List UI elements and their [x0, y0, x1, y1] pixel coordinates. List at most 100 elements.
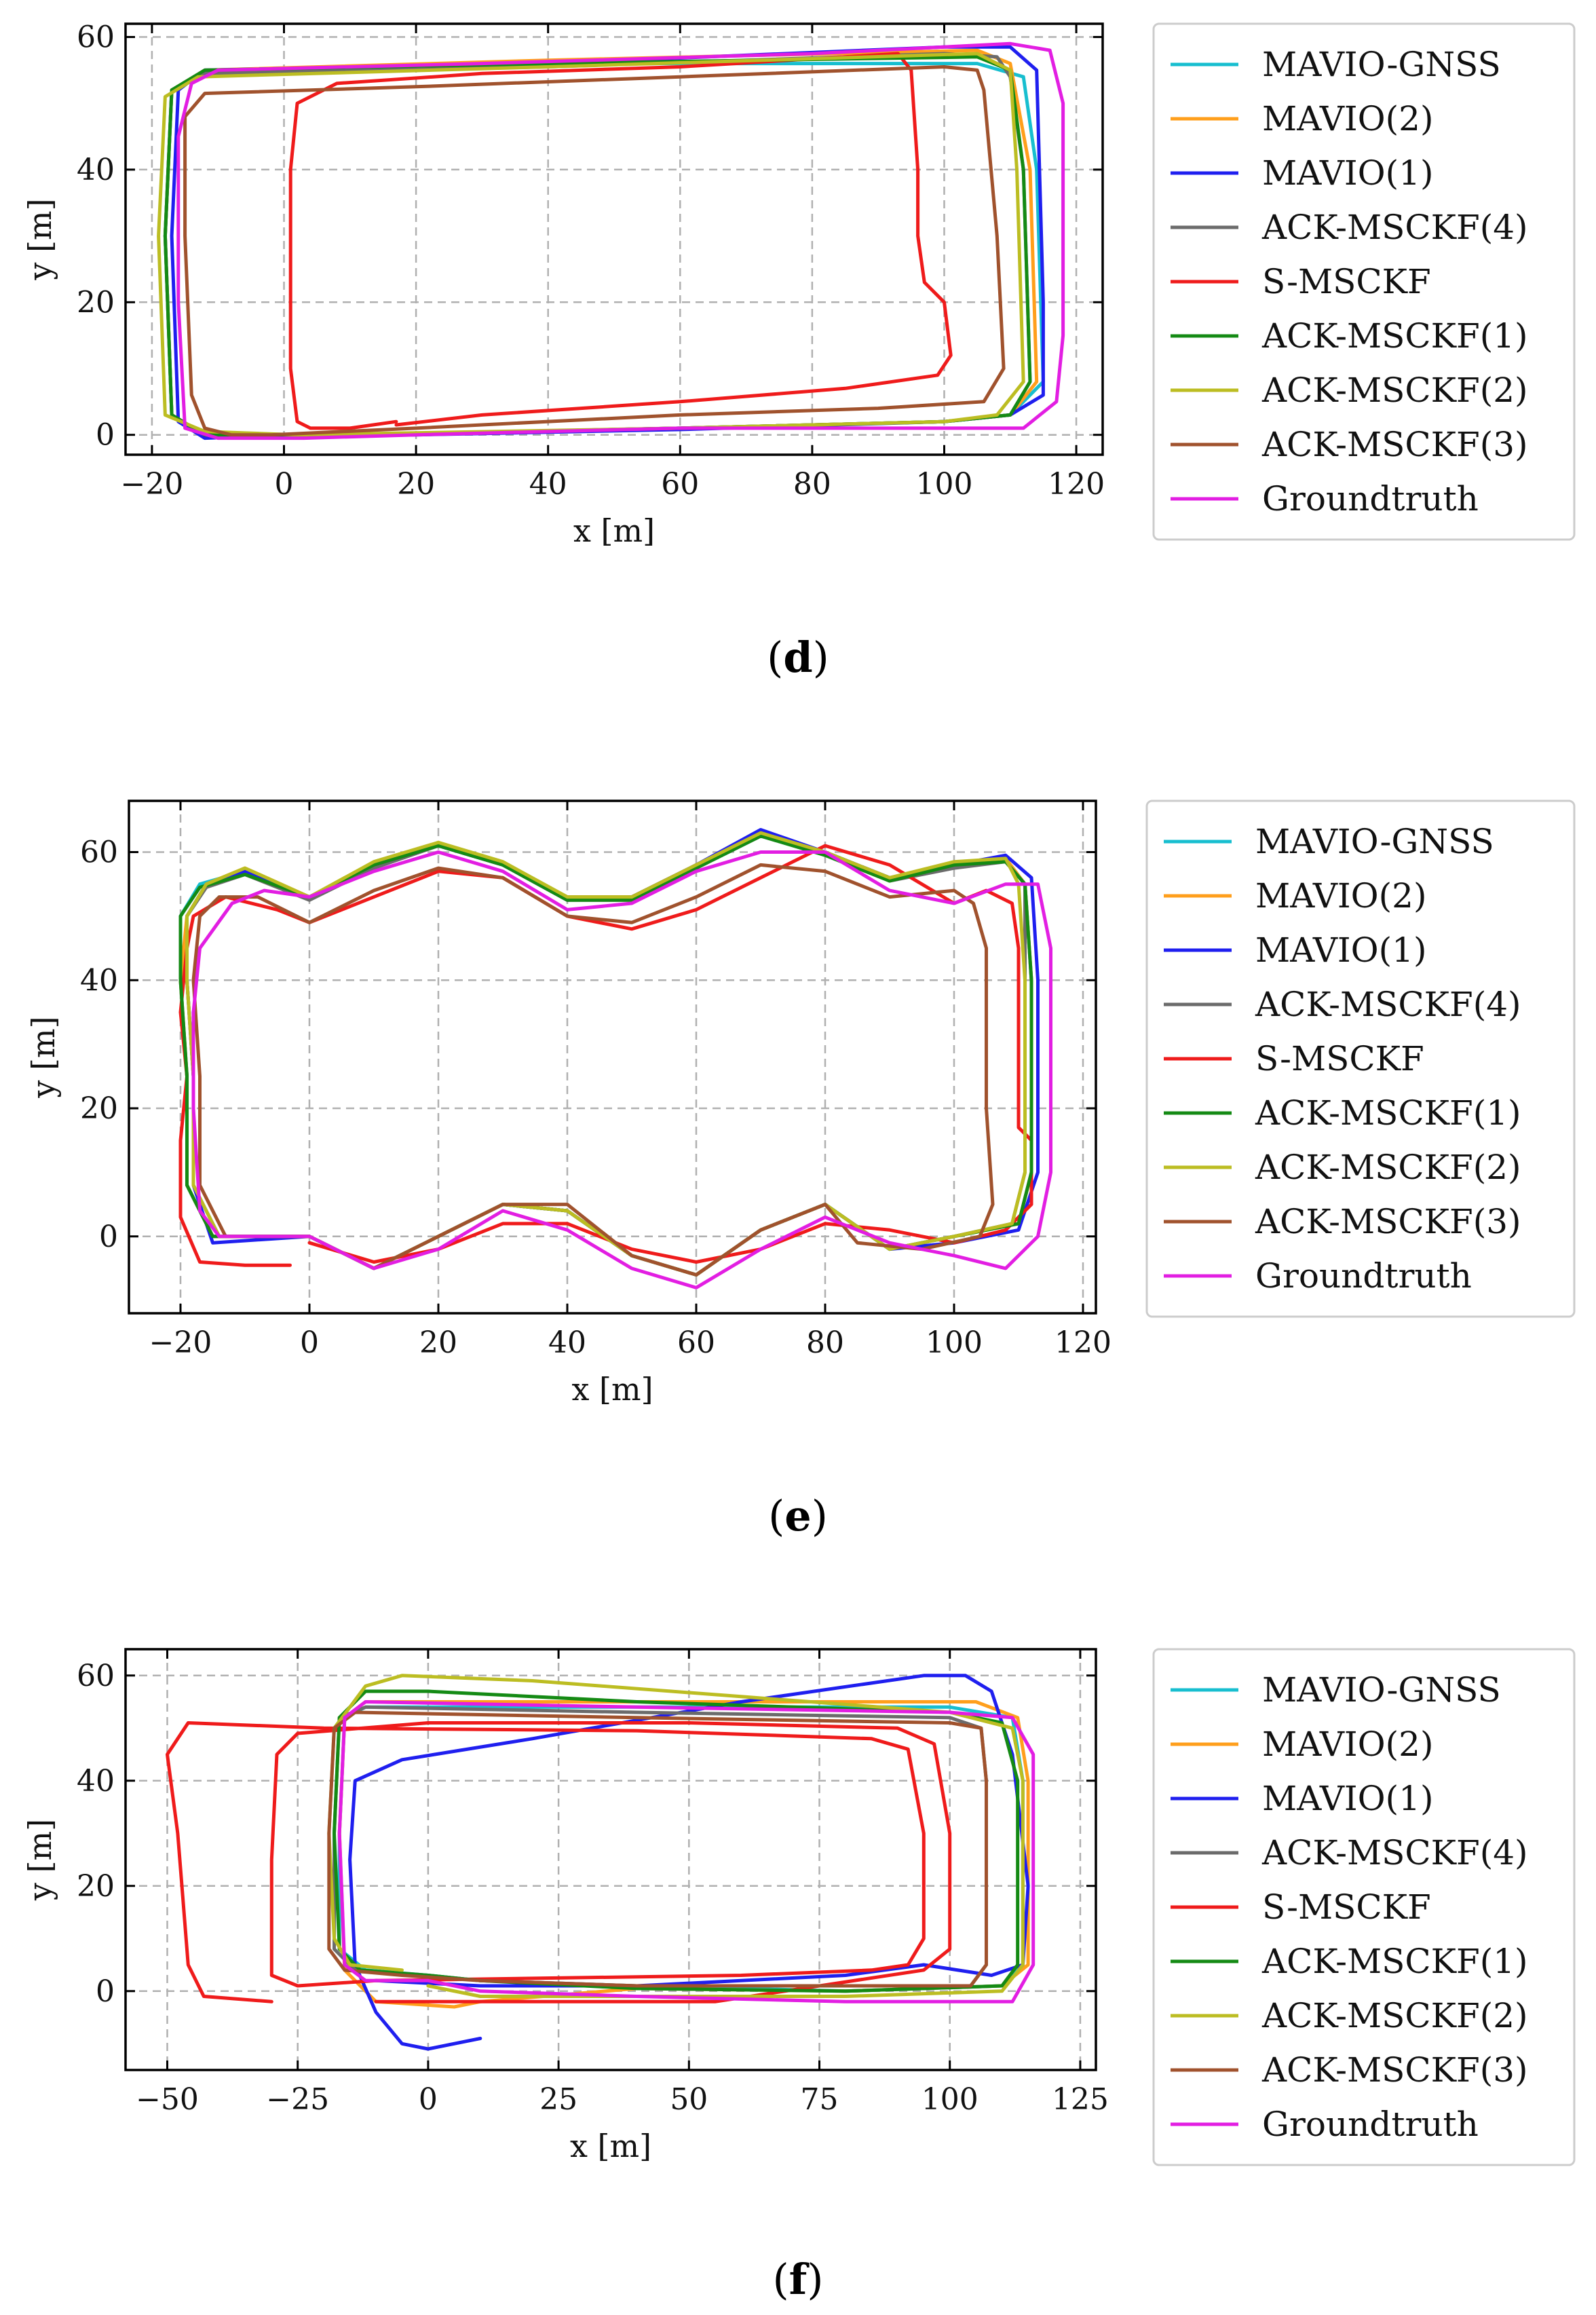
panel-f: −50 −25 0 25 50 75 100 125 0 20 40 60 x [m] y [m] MAVI… [0, 1622, 1596, 2314]
y-axis-label: y [m] [22, 1819, 58, 1901]
y-axis-label: y [m] [25, 1016, 62, 1098]
legend-label: ACK-MSCKF(1) [1255, 1093, 1521, 1133]
plot-frame-e [128, 799, 1097, 1315]
legend-item: ACK-MSCKF(2) [1171, 1996, 1528, 2035]
x-tick-label: 100 [915, 467, 972, 502]
ticks-f: −50 −25 0 25 50 75 100 125 0 20 40 60 [77, 1649, 1109, 2117]
legend-label: S-MSCKF [1262, 1887, 1431, 1927]
legend-item: MAVIO(2) [1171, 99, 1434, 138]
panel-e: −20 0 20 40 60 80 100 120 0 20 40 60 x [m] y [m] MAVIO… [0, 774, 1596, 1561]
legend-d: MAVIO-GNSS MAVIO(2) MAVIO(1) ACK-MSCKF(4) S-… [1152, 22, 1576, 541]
y-tick-label: 60 [77, 1659, 115, 1693]
legend-label: MAVIO(2) [1255, 876, 1427, 916]
x-tick-label: 120 [1048, 467, 1105, 502]
legend-item: ACK-MSCKF(3) [1171, 2050, 1528, 2090]
series-line-mavio-gnss [337, 1705, 1025, 1993]
grid-d [126, 24, 1103, 455]
series-line-ack-msckf-2 [157, 52, 1025, 437]
series-line-s-msckf [288, 52, 953, 430]
y-axis-label: y [m] [22, 198, 58, 280]
legend-item: ACK-MSCKF(3) [1164, 1202, 1521, 1241]
legend-label: MAVIO-GNSS [1262, 45, 1501, 84]
legend-e: MAVIO-GNSS MAVIO(2) MAVIO(1) ACK-MSCKF(4) S-… [1145, 799, 1576, 1318]
legend-label: MAVIO(2) [1262, 1725, 1434, 1764]
legend-box [1152, 22, 1576, 541]
series-line-ack-msckf-3 [191, 863, 995, 1277]
grid-e [129, 801, 1096, 1313]
legend-item: MAVIO(2) [1171, 1725, 1434, 1764]
legend-item: Groundtruth [1171, 479, 1479, 519]
plot-frame-d [124, 22, 1104, 456]
series-line-ack-msckf-3 [327, 1710, 988, 1988]
legend-label: MAVIO(1) [1262, 1779, 1434, 1818]
x-tick-label: 20 [419, 1325, 457, 1360]
y-tick-label: 60 [80, 835, 118, 870]
legend-item: Groundtruth [1171, 2105, 1479, 2144]
legend-item: S-MSCKF [1171, 262, 1431, 301]
series-line-s-msckf [178, 844, 1033, 1267]
x-tick-label: 80 [806, 1325, 844, 1360]
legend-label: ACK-MSCKF(1) [1261, 316, 1528, 356]
y-tick-label: 40 [77, 153, 115, 187]
x-tick-label: 100 [926, 1325, 983, 1360]
legend-label: ACK-MSCKF(4) [1261, 208, 1528, 247]
x-tick-label: −50 [136, 2082, 199, 2117]
panel-d: −20 0 20 40 60 80 100 120 0 20 40 60 x [m] y [m] MAVIO… [0, 0, 1596, 719]
legend-item: S-MSCKF [1171, 1887, 1431, 1927]
y-tick-label: 20 [77, 1869, 115, 1904]
series-line-ack-msckf-1 [178, 834, 1033, 1277]
panel-caption: (d) [767, 633, 829, 682]
series-line-groundtruth [337, 1700, 1036, 2003]
series-line-ack-msckf-4 [185, 834, 1027, 1277]
legend-label: ACK-MSCKF(1) [1261, 1942, 1528, 1981]
series-group-d [157, 41, 1065, 440]
legend-label: Groundtruth [1262, 479, 1479, 519]
y-tick-label: 20 [80, 1091, 118, 1126]
x-tick-label: 0 [300, 1325, 319, 1360]
legend-item: MAVIO-GNSS [1164, 822, 1494, 861]
series-line-ack-msckf-4 [332, 1705, 988, 1988]
x-tick-label: 40 [548, 1325, 586, 1360]
y-tick-label: 0 [96, 1974, 115, 2009]
x-tick-label: 50 [670, 2082, 708, 2117]
x-tick-label: 0 [419, 2082, 438, 2117]
legend-item: MAVIO(1) [1171, 153, 1434, 193]
series-group-e [178, 828, 1052, 1290]
legend-label: Groundtruth [1262, 2105, 1479, 2144]
legend-label: ACK-MSCKF(4) [1255, 985, 1521, 1024]
x-tick-label: 120 [1054, 1325, 1112, 1360]
legend-label: MAVIO(1) [1262, 153, 1434, 193]
legend-label: ACK-MSCKF(3) [1261, 2050, 1528, 2090]
x-tick-label: −20 [149, 1325, 212, 1360]
x-tick-label: −25 [266, 2082, 329, 2117]
legend-label: MAVIO(1) [1255, 930, 1427, 970]
x-tick-label: −20 [120, 467, 183, 502]
x-tick-label: 25 [539, 2082, 577, 2117]
trajectory-chart-f: −50 −25 0 25 50 75 100 125 0 20 40 60 x [m] y [m] MAVI… [22, 1648, 1576, 2304]
series-line-s-msckf [166, 1721, 952, 2003]
y-tick-label: 20 [77, 285, 115, 320]
series-group-f [166, 1674, 1036, 2051]
x-tick-label: 20 [397, 467, 435, 502]
x-tick-label: 0 [275, 467, 294, 502]
x-tick-label: 100 [922, 2082, 978, 2117]
panel-caption: (f) [772, 2255, 823, 2304]
legend-item: ACK-MSCKF(1) [1171, 316, 1528, 356]
legend-item: MAVIO(1) [1164, 930, 1427, 970]
legend-label: S-MSCKF [1262, 262, 1431, 301]
legend-label: S-MSCKF [1255, 1039, 1424, 1078]
y-tick-label: 40 [77, 1764, 115, 1799]
x-tick-label: 40 [529, 467, 567, 502]
legend-label: ACK-MSCKF(3) [1255, 1202, 1521, 1241]
x-tick-label: 60 [661, 467, 699, 502]
legend-box [1152, 1648, 1576, 2166]
legend-label: ACK-MSCKF(2) [1255, 1148, 1521, 1187]
legend-label: MAVIO-GNSS [1255, 822, 1494, 861]
panel-caption: (e) [768, 1491, 828, 1541]
legend-item: MAVIO-GNSS [1171, 45, 1501, 84]
legend-item: ACK-MSCKF(2) [1164, 1148, 1521, 1187]
legend-item: ACK-MSCKF(4) [1171, 208, 1528, 247]
legend-label: MAVIO(2) [1262, 99, 1434, 138]
series-line-ack-msckf-3 [183, 65, 1006, 437]
y-tick-label: 0 [99, 1220, 118, 1254]
